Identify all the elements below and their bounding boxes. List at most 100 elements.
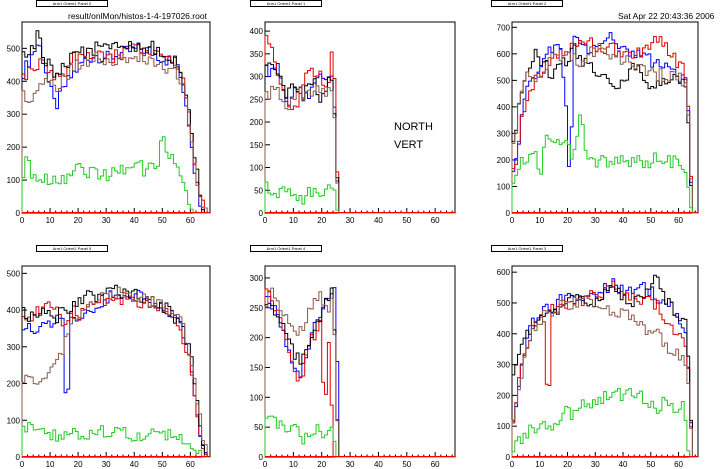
y-tick-label-1-0: 0 (259, 209, 264, 218)
y-tick-label-2-7: 700 (497, 23, 511, 32)
histogram-series-0-3 (21, 51, 210, 214)
x-tick-label-0-4: 40 (130, 216, 139, 225)
x-tick-label-2-3: 30 (591, 216, 600, 225)
x-tick-label-0-6: 60 (186, 216, 195, 225)
y-tick-label-0-4: 400 (7, 77, 21, 86)
y-tick-label-5-2: 200 (497, 391, 511, 400)
x-tick-label-4-0: 0 (263, 460, 268, 469)
y-tick-label-2-1: 100 (497, 182, 511, 191)
y-tick-label-3-2: 200 (7, 380, 21, 389)
histogram-series-2-2 (511, 44, 698, 214)
plot-frame-2 (511, 21, 699, 214)
y-tick-label-0-1: 100 (7, 176, 21, 185)
x-tick-label-1-2: 20 (317, 216, 326, 225)
x-tick-label-5-1: 10 (535, 460, 544, 469)
timestamp-label: Sat Apr 22 20:43:36 2006 (618, 11, 715, 21)
x-tick-label-4-1: 10 (289, 460, 298, 469)
y-tick-label-4-6: 300 (250, 274, 264, 283)
histogram-series-2-3 (511, 42, 698, 214)
histogram-series-5-2 (511, 274, 698, 458)
y-tick-label-1-2: 100 (250, 164, 264, 173)
histogram-series-5-4 (511, 387, 698, 458)
panel-title-4: Arm1 Orient1 Panel 4 (250, 245, 322, 252)
x-tick-label-5-4: 40 (619, 460, 628, 469)
plot-frame-1 (264, 21, 456, 214)
y-tick-label-1-8: 400 (250, 27, 264, 36)
histogram-series-1-3 (264, 85, 455, 214)
y-tick-label-2-6: 600 (497, 50, 511, 59)
y-tick-label-1-3: 150 (250, 141, 264, 150)
histogram-series-0-0 (21, 42, 210, 214)
x-tick-label-2-4: 40 (619, 216, 628, 225)
x-tick-label-1-0: 0 (263, 216, 268, 225)
y-tick-label-1-7: 350 (250, 50, 264, 59)
x-tick-label-2-1: 10 (535, 216, 544, 225)
y-tick-label-2-5: 500 (497, 76, 511, 85)
y-tick-label-3-0: 0 (16, 453, 21, 462)
y-tick-label-2-2: 200 (497, 156, 511, 165)
y-tick-label-5-5: 500 (497, 299, 511, 308)
y-tick-label-4-0: 0 (259, 453, 264, 462)
y-tick-label-2-0: 0 (506, 209, 511, 218)
y-tick-label-1-6: 300 (250, 73, 264, 82)
y-tick-label-0-5: 500 (7, 44, 21, 53)
x-tick-label-2-2: 20 (563, 216, 572, 225)
y-tick-label-3-4: 400 (7, 306, 21, 315)
y-tick-label-2-4: 400 (497, 103, 511, 112)
histogram-series-0-4 (21, 136, 210, 214)
histogram-series-4-0 (264, 287, 455, 458)
annotation-vert: VERT (394, 139, 424, 151)
x-tick-label-5-2: 20 (563, 460, 572, 469)
histogram-series-4-2 (264, 287, 455, 458)
panel-title-2: Arm1 Orient1 Panel 2 (491, 0, 563, 7)
x-tick-label-4-6: 60 (431, 460, 440, 469)
panel-title-5: Arm1 Orient1 Panel 3 (491, 245, 563, 252)
x-tick-label-0-3: 30 (102, 216, 111, 225)
x-tick-label-4-3: 30 (346, 460, 355, 469)
y-tick-label-1-1: 50 (254, 186, 263, 195)
histogram-series-3-4 (21, 422, 210, 458)
x-tick-label-5-0: 0 (510, 460, 515, 469)
x-tick-label-4-5: 50 (402, 460, 411, 469)
y-tick-label-5-4: 400 (497, 330, 511, 339)
x-tick-label-3-3: 30 (102, 460, 111, 469)
y-tick-label-3-1: 100 (7, 416, 21, 425)
panel-title-1: Arm1 Orient1 Panel 1 (250, 0, 322, 7)
x-tick-label-2-6: 60 (674, 216, 683, 225)
histogram-series-3-3 (21, 286, 210, 458)
histogram-series-5-1 (511, 280, 698, 458)
histogram-series-0-1 (21, 43, 210, 214)
x-tick-label-1-1: 10 (289, 216, 298, 225)
histogram-series-4-4 (264, 415, 455, 458)
x-tick-label-4-4: 40 (374, 460, 383, 469)
file-path-label: result/onlMon/histos-1-4-197026.root (68, 11, 207, 21)
y-tick-label-4-5: 250 (250, 304, 264, 313)
histogram-series-4-1 (264, 288, 455, 458)
y-tick-label-1-4: 200 (250, 118, 264, 127)
histogram-series-2-4 (511, 114, 698, 214)
y-tick-label-4-3: 150 (250, 363, 264, 372)
x-tick-label-0-1: 10 (46, 216, 55, 225)
y-tick-label-4-4: 200 (250, 334, 264, 343)
x-tick-label-3-1: 10 (46, 460, 55, 469)
x-tick-label-0-2: 20 (74, 216, 83, 225)
x-tick-label-2-0: 0 (510, 216, 515, 225)
x-tick-label-3-0: 0 (20, 460, 25, 469)
x-tick-label-3-5: 50 (158, 460, 167, 469)
y-tick-label-0-2: 200 (7, 143, 21, 152)
panel-title-3: Arm1 Orient1 Panel 5 (36, 245, 108, 252)
x-tick-label-4-2: 20 (317, 460, 326, 469)
y-tick-label-3-3: 300 (7, 343, 21, 352)
y-tick-label-5-1: 100 (497, 422, 511, 431)
x-tick-label-3-2: 20 (74, 460, 83, 469)
histogram-series-3-2 (21, 284, 210, 458)
y-tick-label-3-5: 500 (7, 269, 21, 278)
y-tick-label-2-3: 300 (497, 129, 511, 138)
x-tick-label-5-6: 60 (674, 460, 683, 469)
x-tick-label-5-3: 30 (591, 460, 600, 469)
y-tick-label-0-0: 0 (16, 209, 21, 218)
x-tick-label-0-0: 0 (20, 216, 25, 225)
histogram-series-1-2 (264, 62, 455, 214)
histogram-series-5-0 (511, 278, 698, 458)
